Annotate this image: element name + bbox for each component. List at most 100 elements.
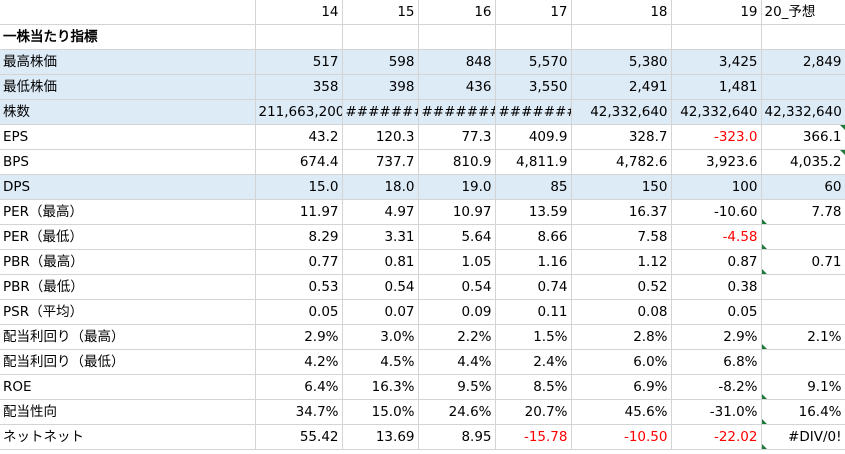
value-cell[interactable]: 16.37 <box>571 199 672 225</box>
value-cell[interactable]: 436 <box>418 74 496 100</box>
value-cell[interactable]: 358 <box>255 74 343 100</box>
value-cell[interactable] <box>761 74 845 100</box>
value-cell[interactable]: 398 <box>342 74 419 100</box>
value-cell[interactable]: 6.0% <box>571 349 672 375</box>
value-cell[interactable]: 55.42 <box>255 424 343 450</box>
value-cell[interactable]: 0.08 <box>571 299 672 325</box>
row-label-cell[interactable]: PBR（最低） <box>0 274 256 300</box>
row-label-cell[interactable]: 一株当たり指標 <box>0 24 256 50</box>
value-cell[interactable]: 3.0% <box>342 324 419 350</box>
value-cell[interactable]: 18.0 <box>342 174 419 200</box>
row-label-cell[interactable]: 最低株価 <box>0 74 256 100</box>
value-cell[interactable]: 0.87 <box>671 249 762 275</box>
value-cell[interactable]: 4.97 <box>342 199 419 225</box>
value-cell[interactable]: 3.31 <box>342 224 419 250</box>
value-cell[interactable]: 16.4% <box>761 399 845 425</box>
value-cell[interactable]: -15.78 <box>495 424 572 450</box>
value-cell[interactable]: 13.69 <box>342 424 419 450</box>
value-cell[interactable]: 7.78 <box>761 199 845 225</box>
value-cell[interactable]: 2.9% <box>671 324 762 350</box>
value-cell[interactable]: 674.4 <box>255 149 343 175</box>
value-cell[interactable] <box>571 24 672 50</box>
value-cell[interactable]: 42,332,640 <box>671 99 762 125</box>
value-cell[interactable]: ####### <box>342 99 419 125</box>
value-cell[interactable]: 0.74 <box>495 274 572 300</box>
value-cell[interactable] <box>761 299 845 325</box>
value-cell[interactable] <box>418 24 496 50</box>
row-label-cell[interactable]: 配当利回り（最高） <box>0 324 256 350</box>
value-cell[interactable]: 517 <box>255 49 343 75</box>
value-cell[interactable]: 100 <box>671 174 762 200</box>
value-cell[interactable]: 0.53 <box>255 274 343 300</box>
row-label-cell[interactable]: 配当性向 <box>0 399 256 425</box>
value-cell[interactable]: #DIV/0! <box>761 424 845 450</box>
value-cell[interactable]: 2.2% <box>418 324 496 350</box>
value-cell[interactable]: 9.1% <box>761 374 845 400</box>
value-cell[interactable] <box>255 24 343 50</box>
header-cell-year[interactable]: 20_予想 <box>761 0 845 25</box>
value-cell[interactable]: 120.3 <box>342 124 419 150</box>
row-label-cell[interactable]: EPS <box>0 124 256 150</box>
header-cell-year[interactable]: 14 <box>255 0 343 25</box>
row-label-cell[interactable]: 配当利回り（最低） <box>0 349 256 375</box>
value-cell[interactable]: 5,570 <box>495 49 572 75</box>
row-label-cell[interactable]: BPS <box>0 149 256 175</box>
value-cell[interactable]: 1.5% <box>495 324 572 350</box>
value-cell[interactable]: 5,380 <box>571 49 672 75</box>
value-cell[interactable]: 42,332,640 <box>761 99 845 125</box>
value-cell[interactable] <box>761 24 845 50</box>
header-cell-year[interactable]: 18 <box>571 0 672 25</box>
row-label-cell[interactable]: ネットネット <box>0 424 256 450</box>
value-cell[interactable]: 2.9% <box>255 324 343 350</box>
value-cell[interactable]: 4,035.2 <box>761 149 845 175</box>
value-cell[interactable]: 848 <box>418 49 496 75</box>
value-cell[interactable]: 0.07 <box>342 299 419 325</box>
row-label-cell[interactable]: DPS <box>0 174 256 200</box>
header-cell-year[interactable]: 17 <box>495 0 572 25</box>
row-label-cell[interactable]: PBR（最高） <box>0 249 256 275</box>
value-cell[interactable]: 19.0 <box>418 174 496 200</box>
header-cell-year[interactable]: 19 <box>671 0 762 25</box>
value-cell[interactable]: -31.0% <box>671 399 762 425</box>
value-cell[interactable]: 6.9% <box>571 374 672 400</box>
value-cell[interactable]: 328.7 <box>571 124 672 150</box>
value-cell[interactable]: -8.2% <box>671 374 762 400</box>
value-cell[interactable]: 4.5% <box>342 349 419 375</box>
row-label-cell[interactable]: 株数 <box>0 99 256 125</box>
row-label-cell[interactable]: PSR（平均） <box>0 299 256 325</box>
value-cell[interactable]: 43.2 <box>255 124 343 150</box>
value-cell[interactable]: 1,481 <box>671 74 762 100</box>
value-cell[interactable]: 4.2% <box>255 349 343 375</box>
value-cell[interactable]: -10.60 <box>671 199 762 225</box>
value-cell[interactable]: 9.5% <box>418 374 496 400</box>
value-cell[interactable] <box>671 24 762 50</box>
value-cell[interactable]: 0.81 <box>342 249 419 275</box>
value-cell[interactable]: 13.59 <box>495 199 572 225</box>
value-cell[interactable]: 3,923.6 <box>671 149 762 175</box>
value-cell[interactable]: 8.5% <box>495 374 572 400</box>
value-cell[interactable]: 15.0 <box>255 174 343 200</box>
value-cell[interactable]: 24.6% <box>418 399 496 425</box>
value-cell[interactable]: 0.54 <box>342 274 419 300</box>
value-cell[interactable] <box>761 224 845 250</box>
value-cell[interactable]: 77.3 <box>418 124 496 150</box>
value-cell[interactable] <box>342 24 419 50</box>
value-cell[interactable]: 4,782.6 <box>571 149 672 175</box>
value-cell[interactable]: 15.0% <box>342 399 419 425</box>
value-cell[interactable]: -22.02 <box>671 424 762 450</box>
value-cell[interactable]: 598 <box>342 49 419 75</box>
row-label-cell[interactable]: PER（最低） <box>0 224 256 250</box>
value-cell[interactable]: 737.7 <box>342 149 419 175</box>
value-cell[interactable]: 150 <box>571 174 672 200</box>
value-cell[interactable]: 8.29 <box>255 224 343 250</box>
value-cell[interactable]: 11.97 <box>255 199 343 225</box>
row-label-cell[interactable]: PER（最高） <box>0 199 256 225</box>
value-cell[interactable]: 34.7% <box>255 399 343 425</box>
value-cell[interactable]: 0.38 <box>671 274 762 300</box>
value-cell[interactable]: 1.12 <box>571 249 672 275</box>
header-cell-year[interactable]: 15 <box>342 0 419 25</box>
value-cell[interactable]: 10.97 <box>418 199 496 225</box>
value-cell[interactable]: 0.09 <box>418 299 496 325</box>
value-cell[interactable]: ######## <box>418 99 496 125</box>
value-cell[interactable]: 42,332,640 <box>571 99 672 125</box>
